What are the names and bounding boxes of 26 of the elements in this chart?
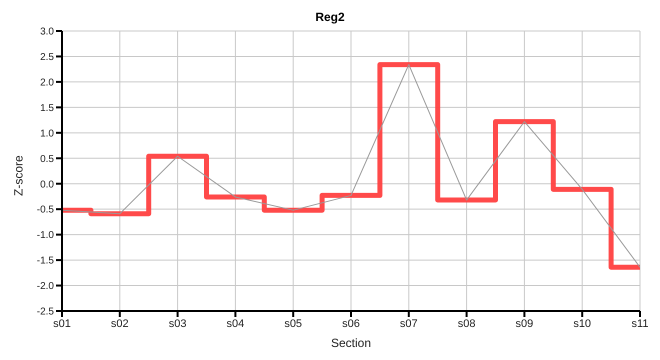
- y-tick-label: 1.0: [40, 128, 54, 140]
- x-tick-label: s07: [400, 318, 418, 330]
- x-tick-label: s01: [53, 318, 71, 330]
- y-tick-label: -0.5: [36, 204, 54, 216]
- x-tick-label: s11: [632, 318, 648, 330]
- x-tick-label: s05: [284, 318, 302, 330]
- y-tick-label: 1.5: [40, 102, 54, 114]
- y-tick-label: 2.0: [40, 77, 54, 88]
- y-axis-title: Z-score: [11, 155, 26, 196]
- x-tick-label: s08: [458, 318, 476, 330]
- y-tick-label: -2.5: [36, 306, 54, 318]
- y-tick-label: 0.0: [40, 179, 54, 190]
- y-tick-label: 0.5: [40, 154, 54, 165]
- x-tick-label: s06: [342, 318, 360, 330]
- x-tick-label: s10: [573, 318, 592, 330]
- chart-title: Reg2: [314, 9, 346, 26]
- y-tick-label: 3.0: [40, 26, 54, 38]
- x-axis-title: Section: [330, 336, 372, 350]
- x-tick-label: s09: [516, 318, 534, 330]
- y-tick-label: 2.5: [40, 52, 54, 64]
- y-tick-label: -1.0: [36, 230, 54, 242]
- x-tick-label: s02: [110, 318, 129, 330]
- y-tick-label: -2.0: [36, 281, 54, 292]
- y-tick-label: -1.5: [36, 256, 54, 267]
- x-tick-label: s03: [168, 318, 186, 330]
- x-tick-label: s04: [226, 318, 244, 330]
